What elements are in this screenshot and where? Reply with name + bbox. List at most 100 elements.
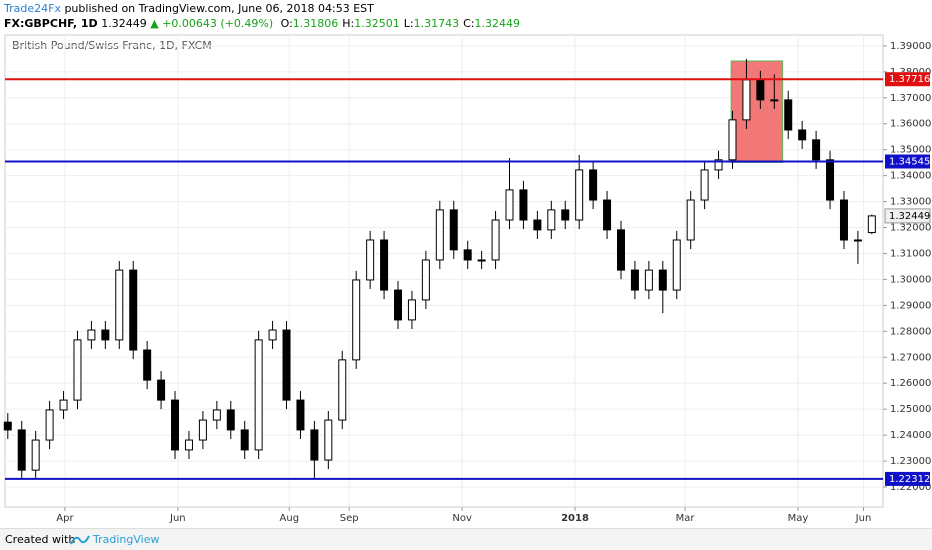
y-tick-label: 1.27000 [890, 352, 931, 363]
candle-body [143, 349, 152, 381]
candle-body [561, 209, 570, 221]
candle-body [603, 199, 612, 231]
x-tick-label: Nov [452, 513, 472, 524]
candle-body [672, 239, 681, 291]
level-label-bg [885, 471, 930, 486]
y-tick-label: 1.22000 [890, 482, 931, 493]
candle-body [184, 439, 193, 451]
candle-body [45, 409, 54, 441]
y-tick-label: 1.33000 [890, 197, 931, 208]
candle-body [352, 279, 361, 361]
candle-body [700, 169, 709, 201]
candle-body [101, 329, 110, 341]
candle-body [366, 239, 375, 281]
candle-body [826, 159, 835, 201]
candle-body [477, 259, 486, 262]
x-tick-label: Aug [280, 513, 300, 524]
ohlc-value: 1.31806 [292, 17, 339, 30]
candle-body [87, 329, 96, 341]
candle-body [714, 159, 723, 171]
zone-box [730, 60, 784, 163]
candle-body [728, 119, 737, 161]
symbol: FX:GBPCHF, 1D [4, 17, 98, 30]
y-tick-label: 1.23000 [890, 456, 931, 467]
candle-body [644, 269, 653, 291]
candle-body [240, 429, 249, 451]
candle-body [212, 409, 221, 421]
quote-line: FX:GBPCHF, 1D 1.32449 ▲ +0.00643 (+0.49%… [4, 17, 520, 30]
candle-body [17, 429, 26, 471]
y-tick-label: 1.31000 [890, 248, 931, 259]
footer-created: Created with [5, 533, 76, 546]
candle-body [798, 129, 807, 141]
candle-body [296, 399, 305, 431]
y-tick-label: 1.28000 [890, 326, 931, 337]
candle-body [449, 209, 458, 251]
candle-body [575, 169, 584, 221]
candle-body [268, 329, 277, 341]
candle-body [171, 399, 180, 451]
candle-body [463, 249, 472, 261]
candle-body [547, 209, 556, 231]
footer: Created with TradingView [0, 528, 932, 550]
candle-body [338, 359, 347, 421]
candle-body [630, 269, 639, 291]
y-tick-label: 1.34000 [890, 171, 931, 182]
candle-body [407, 299, 416, 321]
ohlc-label: O: [280, 17, 293, 30]
candle-body [742, 79, 751, 121]
last-price-bg [884, 208, 931, 224]
x-tick-label: 2018 [561, 513, 589, 524]
candle-body [324, 419, 333, 461]
candle-body [686, 199, 695, 241]
level-label: 1.37716 [889, 74, 930, 85]
candle-body [129, 269, 138, 351]
candle-body [756, 79, 765, 101]
candle-body [519, 189, 528, 221]
candle-body [254, 339, 263, 451]
candle-body [435, 209, 444, 261]
last-price-label: 1.32449 [889, 211, 930, 222]
candle-body [658, 269, 667, 291]
candle-body [784, 99, 793, 131]
candle-body [505, 189, 514, 221]
level-label: 1.34545 [889, 156, 930, 167]
ohlc-value: 1.32501 [354, 17, 400, 30]
candle-body [589, 169, 598, 201]
y-tick-label: 1.24000 [890, 430, 931, 441]
candle-body [73, 339, 82, 401]
x-tick-label: Sep [340, 513, 359, 524]
publisher[interactable]: Trade24Fx [4, 2, 61, 15]
y-tick-label: 1.37000 [890, 93, 931, 104]
publish-info: published on TradingView.com, June 06, 2… [64, 2, 374, 15]
candle-body [616, 229, 625, 271]
ohlc-label: H: [342, 17, 355, 30]
candle-body [491, 219, 500, 261]
candle-body [31, 439, 40, 471]
level-label-bg [885, 72, 930, 87]
candle-body [157, 379, 166, 401]
candle-body [533, 219, 542, 231]
ohlc-value: 1.32449 [474, 17, 521, 30]
candle-body [59, 399, 68, 411]
x-tick-label: Jun [855, 513, 872, 524]
candle-body [394, 289, 403, 321]
candle-body [226, 409, 235, 431]
ohlc-value: 1.31743 [413, 17, 460, 30]
y-tick-label: 1.32000 [890, 223, 931, 234]
tv-logo [70, 535, 90, 545]
candle-body [282, 329, 291, 401]
footer-brand[interactable]: TradingView [93, 533, 160, 546]
x-tick-label: May [788, 513, 809, 524]
y-tick-label: 1.39000 [890, 41, 931, 52]
candle-body [770, 99, 779, 102]
level-label-bg [885, 154, 930, 169]
last-price: 1.32449 [101, 17, 147, 30]
x-tick-label: Apr [56, 513, 74, 524]
candle-body [421, 259, 430, 301]
candle-body [198, 419, 207, 441]
ohlc-label: L: [403, 17, 414, 30]
candle-body [310, 429, 319, 461]
change: ▲ +0.00643 (+0.49%) [150, 17, 274, 30]
